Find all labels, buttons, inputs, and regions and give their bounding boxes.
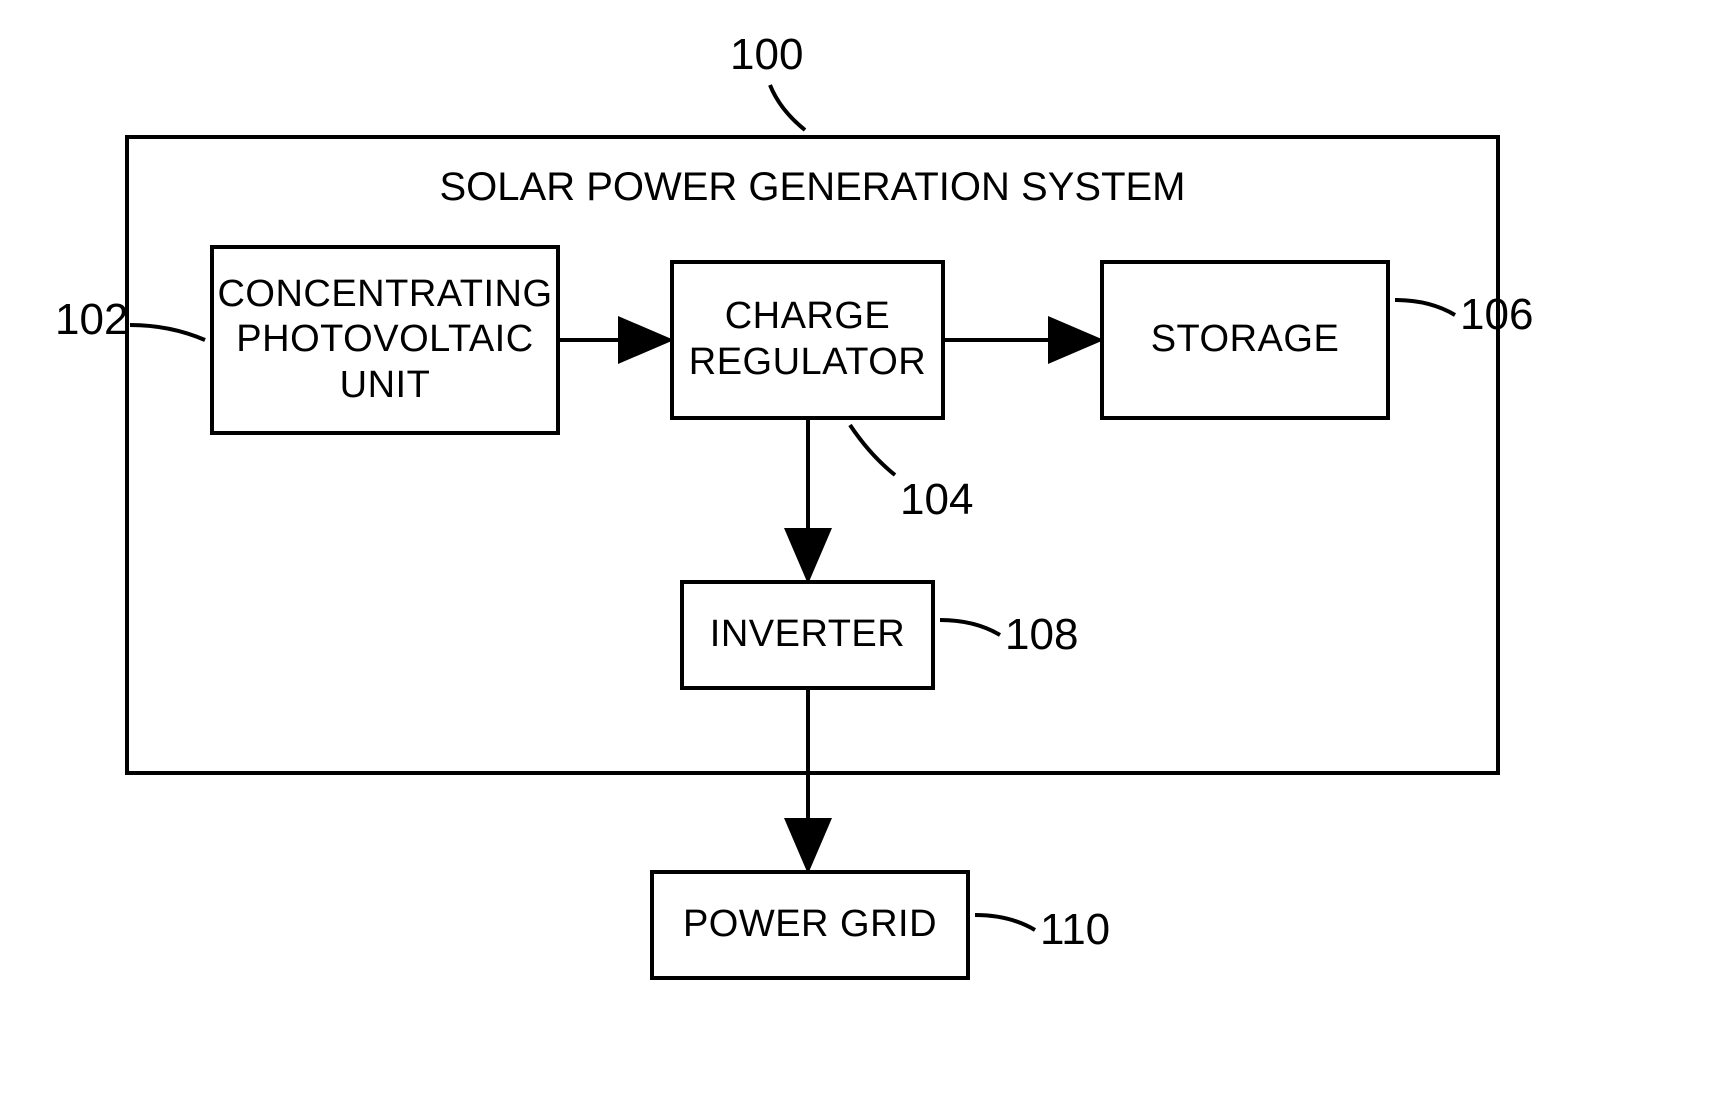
ref-108: 108 [1005, 610, 1078, 660]
ref-102: 102 [55, 295, 128, 345]
node-regulator-label: CHARGE REGULATOR [689, 294, 926, 385]
block-diagram: SOLAR POWER GENERATION SYSTEM CONCENTRAT… [0, 0, 1734, 1101]
ref-110: 110 [1040, 905, 1110, 955]
ref-100: 100 [730, 30, 803, 80]
node-grid-label: POWER GRID [683, 902, 937, 948]
ref-100-pointer [770, 85, 805, 130]
ref-110-pointer [975, 915, 1035, 930]
node-inverter-label: INVERTER [710, 612, 905, 658]
node-storage: STORAGE [1100, 260, 1390, 420]
node-regulator: CHARGE REGULATOR [670, 260, 945, 420]
node-cpv: CONCENTRATING PHOTOVOLTAIC UNIT [210, 245, 560, 435]
ref-104: 104 [900, 475, 973, 525]
ref-106: 106 [1460, 290, 1533, 340]
node-inverter: INVERTER [680, 580, 935, 690]
node-grid: POWER GRID [650, 870, 970, 980]
system-title: SOLAR POWER GENERATION SYSTEM [125, 165, 1500, 210]
node-storage-label: STORAGE [1151, 317, 1340, 363]
node-cpv-label: CONCENTRATING PHOTOVOLTAIC UNIT [217, 272, 552, 409]
